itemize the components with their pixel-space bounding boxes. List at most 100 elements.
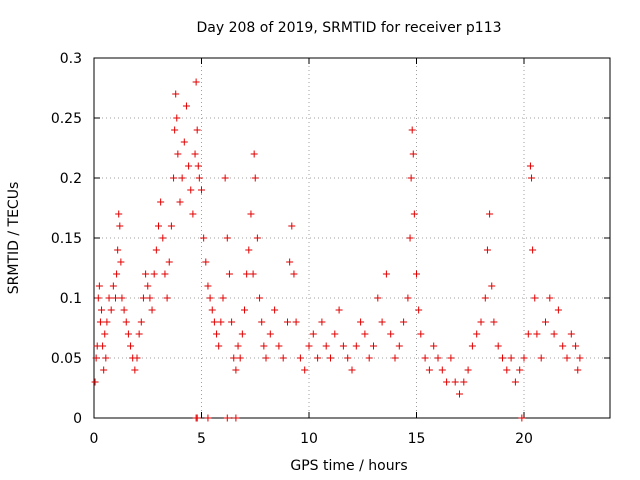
data-point [460,378,468,386]
data-point [94,294,102,302]
y-tick-label: 0 [73,411,82,427]
data-point [382,270,390,278]
data-point [127,342,135,350]
data-point [483,246,491,254]
data-point [415,306,423,314]
data-point [370,342,377,350]
data-point [331,330,339,338]
data-point [122,318,130,326]
data-point [456,390,463,398]
data-point [241,306,248,314]
data-point [165,258,173,266]
data-point [202,258,210,266]
data-point [260,342,268,350]
data-point [206,294,214,302]
data-point [117,258,125,266]
data-point [528,174,536,182]
data-point [189,210,197,218]
data-point [451,378,459,386]
data-point [554,306,562,314]
data-point [167,222,175,230]
data-point [305,342,313,350]
data-point [217,318,225,326]
data-point [96,318,104,326]
data-point [193,414,201,422]
data-point [225,270,233,278]
data-point [232,366,240,374]
data-point [529,246,537,254]
data-point [150,270,158,278]
data-point [112,294,119,302]
data-point [481,294,489,302]
x-axis-title: GPS time / hours [290,458,407,474]
data-point [243,270,251,278]
data-point [114,246,122,254]
x-tick-label: 5 [197,431,206,447]
x-tick-label: 15 [408,431,426,447]
data-point [234,342,242,350]
data-point [144,282,152,290]
data-point [204,282,212,290]
y-tick-label: 0.1 [60,291,82,307]
x-tick-label: 20 [515,431,533,447]
data-point [107,306,115,314]
data-point [159,234,167,242]
data-point [113,270,121,278]
data-point [247,210,255,218]
y-tick-label: 0.15 [51,231,82,247]
data-point [185,162,193,170]
data-point [344,354,352,362]
data-point [494,342,502,350]
data-point [208,306,216,314]
data-point [115,210,123,218]
x-tick-label: 0 [90,431,99,447]
data-point [163,294,171,302]
data-point [172,90,180,98]
data-point [559,342,567,350]
data-point [348,366,356,374]
data-point [407,174,415,182]
data-point [284,318,291,326]
data-point [219,294,227,302]
data-point [105,294,113,302]
data-point [256,294,264,302]
data-point [477,318,485,326]
data-point [292,318,300,326]
data-point [182,102,190,110]
data-point [245,246,253,254]
x-tick-label: 10 [300,431,318,447]
data-point [503,366,511,374]
tick-layer: 0 5 10 15 20 0 0.05 0.1 0.15 0.2 0.25 0.3 [51,51,610,447]
data-point [223,234,231,242]
data-point [499,354,506,362]
data-point [533,330,541,338]
data-point [91,378,99,386]
data-point [232,414,240,422]
data-point [438,366,446,374]
data-point [109,282,117,290]
data-point [409,150,417,158]
data-point [425,366,433,374]
data-point [567,330,575,338]
data-point [98,306,106,314]
data-point [223,414,231,422]
data-point [395,342,403,350]
data-point [421,354,429,362]
data-point [296,354,304,362]
data-point [266,330,274,338]
data-point [526,162,534,170]
data-point [142,270,150,278]
data-point [173,114,181,122]
data-point [524,330,532,338]
data-point [516,366,524,374]
data-point [486,210,494,218]
data-point [318,318,326,326]
data-point [413,270,420,278]
data-point [213,330,221,338]
data-point [170,174,178,182]
data-point [542,318,549,326]
data-point [215,342,223,350]
data-point [507,354,515,362]
data-point [357,318,365,326]
data-point [157,198,165,206]
